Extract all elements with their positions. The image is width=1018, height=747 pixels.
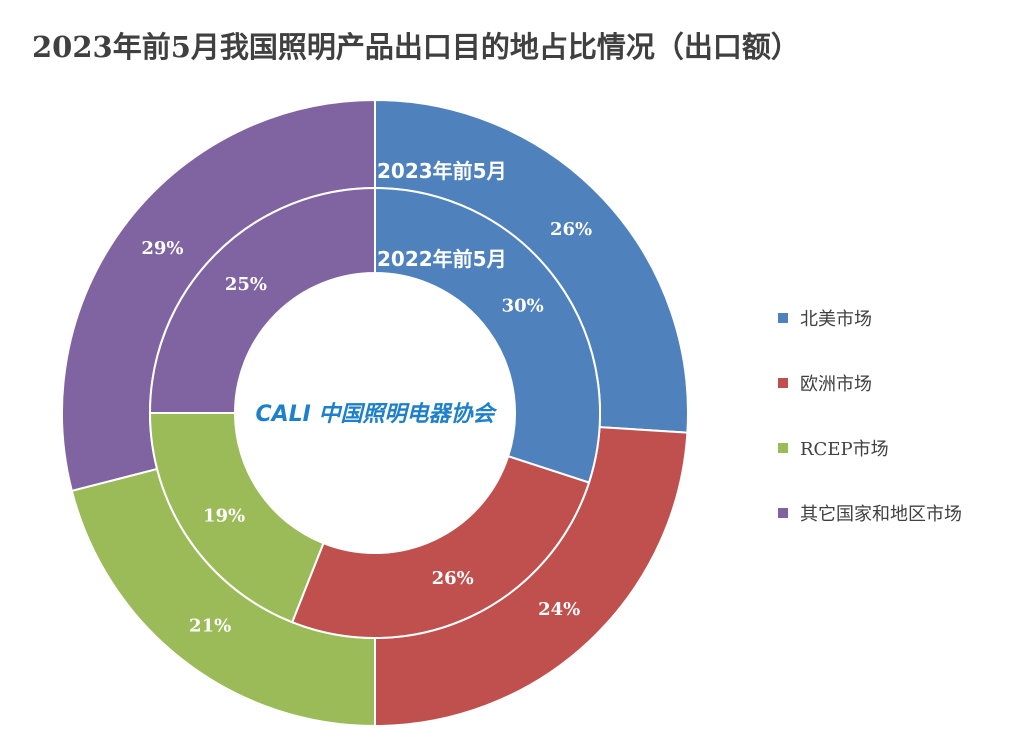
data-label-inner-1: 26%: [432, 568, 474, 589]
data-label-outer-3: 29%: [141, 238, 183, 259]
data-label-inner-2: 19%: [203, 506, 245, 527]
legend-label: 北美市场: [800, 308, 872, 330]
slice-inner-2: [148, 412, 325, 624]
ring-label-inner: 2022年前5月: [377, 247, 507, 271]
slice-inner-3: [148, 186, 376, 414]
legend-label: 其它国家和地区市场: [800, 503, 962, 525]
data-label-outer-0: 26%: [550, 219, 592, 240]
legend-swatch: [778, 377, 788, 388]
data-label-outer-1: 24%: [538, 599, 580, 620]
legend-swatch: [778, 312, 788, 323]
legend-swatch: [778, 507, 788, 518]
legend-item: 欧洲市场: [778, 350, 962, 415]
data-label-inner-0: 30%: [502, 296, 544, 317]
slice-inner-0: [374, 186, 601, 484]
legend-label: RCEP市场: [800, 438, 889, 460]
ring-label-outer: 2023年前5月: [377, 159, 507, 183]
legend-label: 欧洲市场: [800, 373, 872, 395]
legend-item: 其它国家和地区市场: [778, 480, 962, 545]
legend-item: RCEP市场: [778, 415, 962, 480]
legend: 北美市场欧洲市场 RCEP市场其它国家和地区市场: [778, 285, 962, 545]
data-label-outer-2: 21%: [189, 616, 231, 637]
legend-swatch: [778, 442, 788, 453]
chart-title: 2023年前5月我国照明产品出口目的地占比情况（出口额）: [32, 30, 800, 64]
data-label-inner-3: 25%: [225, 274, 267, 295]
slice-inner-1: [290, 455, 591, 639]
logo: CALI 中国照明电器协会: [255, 402, 497, 427]
legend-item: 北美市场: [778, 285, 962, 350]
